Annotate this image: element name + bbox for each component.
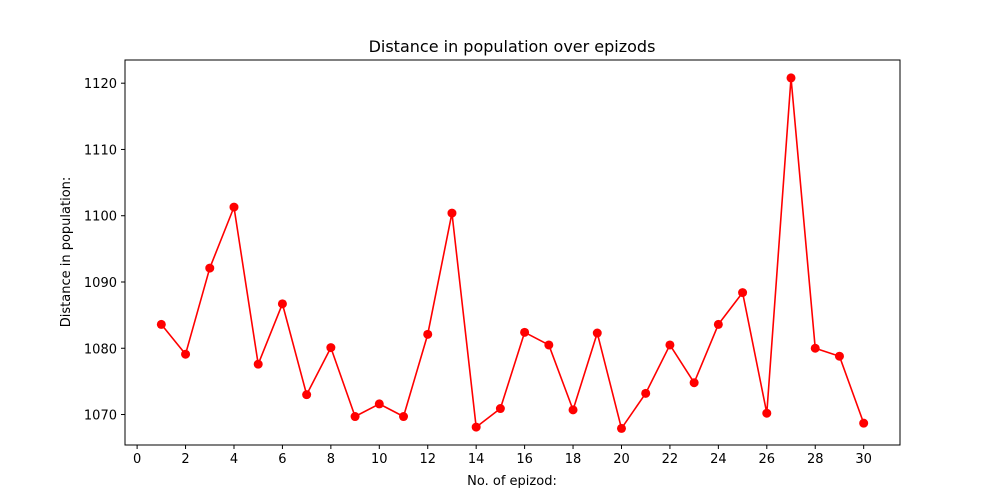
y-tick-label: 1110 bbox=[84, 143, 117, 158]
x-tick-label: 24 bbox=[710, 452, 727, 467]
x-tick-label: 12 bbox=[419, 452, 436, 467]
data-point bbox=[253, 359, 263, 369]
x-tick-label: 10 bbox=[371, 452, 388, 467]
series-line bbox=[160, 77, 865, 430]
data-point bbox=[399, 412, 409, 422]
x-tick-label: 22 bbox=[662, 452, 679, 467]
y-tick-label: 1090 bbox=[84, 276, 117, 291]
data-point bbox=[447, 208, 457, 218]
data-point bbox=[834, 351, 844, 361]
x-tick-label: 6 bbox=[278, 452, 286, 467]
x-tick-label: 2 bbox=[181, 452, 189, 467]
series-layer bbox=[156, 73, 869, 433]
data-point bbox=[544, 340, 554, 350]
data-point bbox=[616, 423, 626, 433]
data-point bbox=[229, 202, 239, 212]
y-tick-label: 1120 bbox=[84, 77, 117, 92]
data-point bbox=[568, 405, 578, 415]
x-tick-label: 18 bbox=[565, 452, 582, 467]
data-point bbox=[738, 288, 748, 298]
x-axis-title: No. of epizod: bbox=[467, 474, 557, 489]
data-point bbox=[326, 343, 336, 353]
plot-frame bbox=[124, 59, 901, 446]
y-axis-title: Distance in population: bbox=[59, 177, 74, 328]
y-tick-label: 1080 bbox=[84, 342, 117, 357]
data-point bbox=[665, 340, 675, 350]
data-point bbox=[156, 319, 166, 329]
data-point bbox=[277, 299, 287, 309]
x-tick-label: 4 bbox=[230, 452, 238, 467]
data-point bbox=[810, 343, 820, 353]
data-point bbox=[762, 408, 772, 418]
data-point bbox=[423, 329, 433, 339]
data-point bbox=[181, 349, 191, 359]
data-point bbox=[520, 327, 530, 337]
y-tick-label: 1070 bbox=[84, 409, 117, 424]
data-point bbox=[350, 412, 360, 422]
y-tick-label: 1100 bbox=[84, 210, 117, 225]
data-point bbox=[713, 319, 723, 329]
x-tick-label: 0 bbox=[133, 452, 141, 467]
data-point bbox=[641, 388, 651, 398]
plot-area bbox=[124, 59, 901, 446]
data-point bbox=[859, 418, 869, 428]
x-tick-label: 14 bbox=[468, 452, 485, 467]
data-point bbox=[374, 399, 384, 409]
data-point bbox=[302, 390, 312, 400]
x-tick-label: 8 bbox=[327, 452, 335, 467]
x-tick-label: 20 bbox=[613, 452, 630, 467]
x-tick-label: 16 bbox=[516, 452, 533, 467]
chart-title: Distance in population over epizods bbox=[369, 37, 656, 56]
data-point bbox=[471, 422, 481, 432]
data-point bbox=[786, 73, 796, 83]
x-tick-label: 30 bbox=[855, 452, 872, 467]
x-axis: 0 2 4 6 8 10 12 14 16 18 20 22 24 26 28 30 bbox=[133, 445, 872, 467]
data-point bbox=[689, 378, 699, 388]
data-point bbox=[205, 263, 215, 273]
data-point bbox=[495, 404, 505, 414]
y-axis: 1070 1080 1090 1100 1110 1120 bbox=[84, 77, 125, 424]
x-tick-label: 28 bbox=[807, 452, 824, 467]
x-tick-label: 26 bbox=[759, 452, 776, 467]
data-point bbox=[592, 328, 602, 338]
